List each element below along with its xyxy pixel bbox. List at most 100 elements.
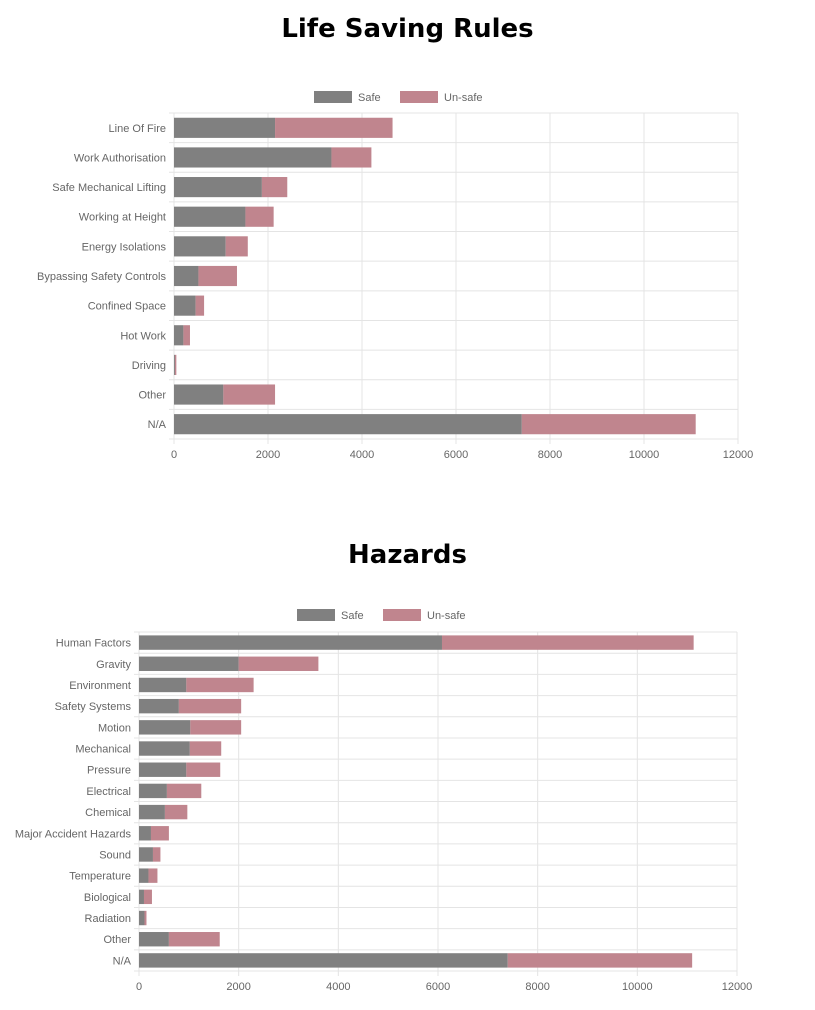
bar-un-safe-chemical [164,804,188,820]
y-tick-label-pressure: Pressure [87,765,131,777]
y-tick-label-motion: Motion [98,722,131,734]
x-tick-label: 6000 [444,449,468,461]
y-tick-label-n-a: N/A [148,419,167,431]
bar-un-safe-electrical [166,783,202,799]
legend-label-safe: Safe [341,610,364,622]
x-tick-label: 8000 [525,981,549,993]
y-tick-label-working-at-height: Working at Height [79,212,166,224]
y-tick-label-driving: Driving [132,360,166,372]
y-tick-label-other: Other [138,390,166,402]
legend: Safe Un-safe [314,91,483,104]
bar-safe-chemical [139,804,165,820]
bar-safe-sound [139,847,153,862]
bar-un-safe-other [223,384,276,405]
bar-un-safe-work-authorisation [331,147,372,168]
bar-safe-safe-mechanical-lifting [174,177,262,198]
bar-un-safe-other [168,932,220,947]
legend-swatch-safe [314,91,352,103]
bar-safe-pressure [139,762,187,777]
bar-safe-mechanical [139,741,190,756]
chart1-title: Life Saving Rules [281,14,534,44]
bar-un-safe-safe-mechanical-lifting [261,177,288,198]
legend-label-un-safe: Un-safe [427,610,466,622]
y-tick-label-confined-space: Confined Space [88,301,166,313]
legend-swatch-safe [297,609,335,621]
bar-safe-major-accident-hazards [139,826,151,841]
bar-safe-radiation [139,910,145,926]
bar-safe-temperature [139,868,149,883]
legend-label-un-safe: Un-safe [444,92,483,104]
bar-un-safe-radiation [144,910,147,926]
legend-swatch-un-safe [400,91,438,103]
x-tick-label: 10000 [622,981,653,993]
bar-un-safe-human-factors [441,635,694,650]
x-tick-label: 2000 [256,449,280,461]
bar-un-safe-gravity [238,656,319,671]
bar-un-safe-motion [190,720,242,735]
y-tick-label-line-of-fire: Line Of Fire [109,123,166,135]
bar-safe-bypassing-safety-controls [174,265,199,287]
x-tick-label: 4000 [326,981,350,993]
x-tick-label: 6000 [426,981,450,993]
x-tick-label: 2000 [226,981,250,993]
life-saving-rules-chart: Safe Un-safe Line Of Fire Work Authorisatio… [37,91,754,461]
bar-safe-environment [139,677,187,693]
bar-safe-confined-space [174,295,196,316]
bar-safe-n-a [139,953,508,968]
bar-safe-gravity [139,656,239,671]
bar-un-safe-n-a [507,953,693,968]
bar-safe-hot-work [174,325,184,346]
y-tick-label-energy-isolations: Energy Isolations [82,241,167,253]
bar-un-safe-confined-space [195,295,205,316]
y-tick-label-major-accident-hazards: Major Accident Hazards [15,828,132,840]
y-tick-label-chemical: Chemical [85,807,131,819]
bar-safe-electrical [139,783,167,799]
y-tick-label-radiation: Radiation [85,913,131,925]
hazards-chart: Safe Un-safe Human Factors Gravity Environme… [15,609,753,993]
x-tick-label: 8000 [538,449,562,461]
grid [169,112,739,444]
y-tick-label-other: Other [103,934,131,946]
y-tick-label-bypassing-safety-controls: Bypassing Safety Controls [37,271,167,283]
bar-safe-energy-isolations [174,236,226,257]
bar-safe-line-of-fire [174,117,276,138]
bar-un-safe-environment [186,677,254,693]
y-tick-label-electrical: Electrical [86,786,131,798]
bar-un-safe-bypassing-safety-controls [198,265,237,287]
bar-safe-motion [139,720,191,735]
x-tick-label: 10000 [629,449,660,461]
x-tick-label: 4000 [350,449,374,461]
bar-safe-work-authorisation [174,147,332,168]
bar-un-safe-working-at-height [245,206,274,227]
bar-un-safe-major-accident-hazards [150,826,169,841]
y-tick-label-safe-mechanical-lifting: Safe Mechanical Lifting [52,182,166,194]
x-tick-label: 0 [171,449,177,461]
chart2-title: Hazards [348,540,467,570]
y-tick-label-environment: Environment [69,680,131,692]
bar-un-safe-hot-work [183,325,190,346]
bars [174,117,696,435]
y-tick-label-biological: Biological [84,892,131,904]
x-tick-label: 0 [136,981,142,993]
x-tick-label: 12000 [722,981,753,993]
bar-un-safe-line-of-fire [275,117,393,138]
bar-un-safe-sound [152,847,161,862]
legend-label-safe: Safe [358,92,381,104]
y-tick-label-work-authorisation: Work Authorisation [74,152,166,164]
bar-un-safe-safety-systems [178,698,242,714]
y-tick-label-human-factors: Human Factors [56,638,132,650]
legend: Safe Un-safe [297,609,466,622]
bar-safe-working-at-height [174,206,246,227]
y-tick-label-hot-work: Hot Work [120,330,166,342]
grid [134,631,738,976]
bar-safe-n-a [174,414,522,435]
bar-un-safe-pressure [186,762,221,777]
bar-safe-safety-systems [139,698,179,714]
y-tick-label-gravity: Gravity [96,659,131,671]
y-tick-label-n-a: N/A [113,955,132,967]
bar-safe-driving [174,354,175,375]
legend-swatch-un-safe [383,609,421,621]
x-tick-label: 12000 [723,449,754,461]
y-tick-label-mechanical: Mechanical [75,744,131,756]
bar-safe-other [174,384,224,405]
